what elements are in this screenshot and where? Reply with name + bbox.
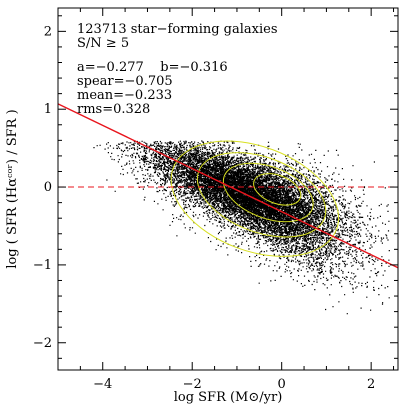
x-tick-label: 0 xyxy=(278,377,286,392)
y-tick-label: 1 xyxy=(44,102,52,117)
annotation-mean: mean=−0.233 xyxy=(77,88,172,103)
annotation-spear: spear=−0.705 xyxy=(77,74,173,89)
fit-lines xyxy=(58,103,398,269)
data-point-cloud xyxy=(93,140,390,315)
annotation-sample: 123713 star−forming galaxies xyxy=(77,22,278,37)
annotation-sn: S/N ≥ 5 xyxy=(77,36,129,51)
annotation-fit: a=−0.277 b=−0.316 xyxy=(77,60,228,75)
axis-ticks: −4 −2 0 2 −2 −1 0 1 2 xyxy=(33,8,398,392)
x-tick-label: 2 xyxy=(367,377,375,392)
density-contour-4 xyxy=(253,173,302,206)
x-axis-label: log SFR (M⊙/yr) xyxy=(174,390,283,405)
annotation-block: 123713 star−forming galaxies S/N ≥ 5 a=−… xyxy=(77,22,278,117)
x-tick-label: −4 xyxy=(93,377,112,392)
x-tick-label: −2 xyxy=(183,377,202,392)
annotation-rms: rms=0.328 xyxy=(77,102,150,117)
y-tick-label: 2 xyxy=(44,24,52,39)
density-contours xyxy=(170,140,340,257)
data-point-density xyxy=(93,140,390,315)
linear-fit-line xyxy=(58,103,398,269)
y-axis-label: log ( SFR (Hαᶜᵒʳ) / SFR ) xyxy=(5,109,20,268)
y-tick-label: −2 xyxy=(33,336,52,351)
density-contour-1 xyxy=(170,140,340,257)
density-contour-3 xyxy=(222,162,314,223)
plot-frame xyxy=(57,7,399,371)
y-tick-label: −1 xyxy=(33,258,52,273)
y-tick-label: 0 xyxy=(44,180,52,195)
